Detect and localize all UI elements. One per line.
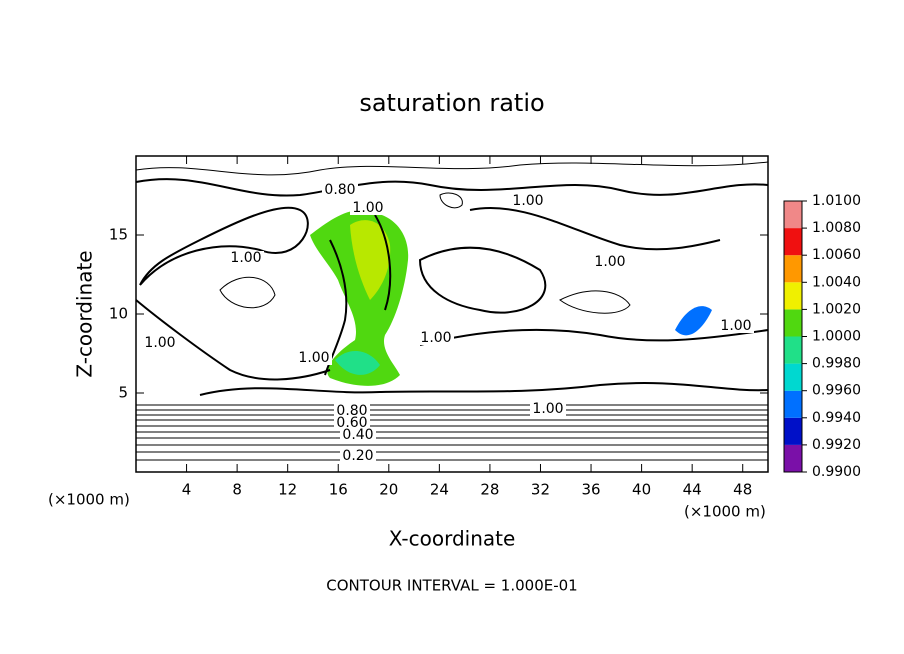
contour-label-bg [296,351,332,365]
y-tick-label: 10 [109,305,128,323]
region [350,220,391,300]
chart-title: saturation ratio [359,89,544,117]
contour-label: 1.00 [230,250,261,266]
contour-label-bg [340,428,376,442]
colorbar-tick-label: 1.0040 [812,274,861,290]
colorbar-swatch [784,336,802,364]
colorbar-swatch [784,309,802,337]
x-axis-label: X-coordinate [389,527,516,551]
colorbar-swatch [784,363,802,391]
colorbar-tick-label: 1.0060 [812,247,861,263]
contour-label-bg [418,331,454,345]
colorbar-swatch [784,201,802,229]
colorbar-tick-label: 0.9980 [812,356,861,372]
x-tick-label: 44 [683,481,702,499]
colorbar-swatch [784,417,802,445]
x-tick-label: 8 [232,481,242,499]
y-axis-label: Z-coordinate [73,250,97,377]
contour-label-bg [340,449,376,463]
contour-label-bg [322,183,358,197]
contour-label: 1.00 [352,200,383,216]
y-tick-label: 15 [109,226,128,244]
x-tick-label: 16 [329,481,348,499]
contour-label: 1.00 [594,254,625,270]
contour-field [135,161,769,461]
x-tick-label: 4 [182,481,192,499]
contour-label-bg [228,251,264,265]
x-tick-label: 32 [531,481,550,499]
colorbar-tick-label: 1.0000 [812,329,861,345]
colorbar-swatch [784,390,802,418]
x-unit-label: (×1000 m) [48,491,130,509]
colorbar-tick-label: 1.0080 [812,220,861,236]
contour-label-bg [142,336,178,350]
x-tick-label: 24 [430,481,449,499]
contour-label-bg [718,319,754,333]
y-tick-label: 5 [118,384,128,402]
colorbar-swatch [784,282,802,310]
contour-label: 1.00 [720,318,751,334]
colorbar-tick-label: 1.0020 [812,301,861,317]
colorbar-swatch [784,228,802,256]
contour-label: 1.00 [420,330,451,346]
region [675,306,712,336]
contour-label: 0.20 [342,448,373,464]
contour-label: 0.60 [336,415,367,431]
contour-label: 0.40 [342,427,373,443]
colorbar-tick-label: 0.9920 [812,437,861,453]
colorbar-tick-label: 0.9940 [812,410,861,426]
x-tick-label: 36 [581,481,600,499]
contour-label: 1.00 [298,350,329,366]
contour-label-bg [510,194,546,208]
contour-label-bg [530,402,566,416]
colorbar-tick-label: 1.0100 [812,193,861,209]
colorbar-tick-label: 0.9960 [812,383,861,399]
contour-label: 1.00 [144,335,175,351]
contour-label-bg [592,255,628,269]
contour-label-bg [334,416,370,430]
annotation: CONTOUR INTERVAL = 1.000E-01 [326,577,577,595]
region [335,350,380,375]
contour-label-bg [334,404,370,418]
contour-label: 1.00 [532,401,563,417]
contour-label: 1.00 [512,193,543,209]
x-unit-label: (×1000 m) [684,503,766,521]
colorbar-swatch [784,444,802,472]
colorbar-swatch [784,255,802,283]
contour-label-bg [350,201,386,215]
x-tick-label: 12 [278,481,297,499]
x-tick-label: 48 [733,481,752,499]
contour-label: 0.80 [336,403,367,419]
x-tick-label: 40 [632,481,651,499]
colorbar-tick-label: 0.9900 [812,464,861,480]
x-tick-label: 20 [379,481,398,499]
contour-label: 0.80 [324,182,355,198]
x-tick-label: 28 [480,481,499,499]
